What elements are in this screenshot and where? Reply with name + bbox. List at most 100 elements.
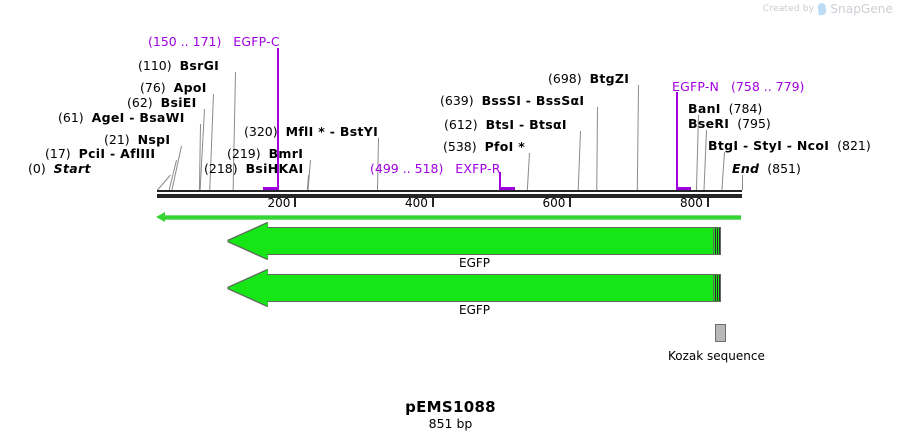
- site-enzyme-name: BtgI - StyI - NcoI: [708, 138, 830, 153]
- site-enzyme-name: BsiEI: [160, 95, 197, 110]
- feature-arrow-body: [267, 274, 714, 302]
- ruler-tick: [706, 198, 709, 207]
- site-position: (76): [140, 80, 166, 95]
- primer-name: EGFP-C: [233, 34, 280, 49]
- primer-marker-line: [676, 92, 678, 190]
- primer-marker-line: [277, 48, 279, 190]
- primer-name: EGFP-N: [672, 79, 720, 94]
- egfp-thin-arrow[interactable]: [165, 215, 741, 220]
- primer-range: (499 .. 518): [370, 161, 444, 176]
- site-position: (218): [204, 161, 238, 176]
- kozak-sequence-label: Kozak sequence: [668, 349, 765, 363]
- ruler-tick: [569, 198, 572, 207]
- feature-arrow-head: [228, 270, 268, 306]
- site-position: (538): [443, 139, 477, 154]
- restriction-site-label[interactable]: BseRI (795): [688, 117, 771, 131]
- site-leader-line: [596, 106, 598, 191]
- egfp-feature-arrow[interactable]: [228, 223, 721, 259]
- site-position: (110): [138, 58, 172, 73]
- primer-marker-foot: [499, 187, 515, 190]
- site-enzyme-name: ApoI: [173, 80, 207, 95]
- primer-range: (758 .. 779): [731, 79, 805, 94]
- feature-arrow-tail-hatch: [713, 227, 721, 255]
- site-leader-line: [721, 151, 725, 191]
- site-position: (320): [244, 124, 278, 139]
- site-enzyme-name: BsiHKAI: [245, 161, 304, 176]
- restriction-site-label[interactable]: (0) Start: [28, 162, 91, 176]
- feature-arrow-tail-hatch: [713, 274, 721, 302]
- restriction-site-label[interactable]: (538) PfoI *: [443, 140, 525, 154]
- restriction-site-label[interactable]: (320) MflI * - BstYI: [244, 125, 378, 139]
- site-enzyme-name: Start: [53, 161, 91, 176]
- site-position: (62): [127, 95, 153, 110]
- restriction-site-label[interactable]: (218) BsiHKAI: [204, 162, 303, 176]
- site-enzyme-name: BssSI - BssSαI: [481, 93, 585, 108]
- plasmid-size: 851 bp: [428, 416, 473, 431]
- site-leader-line: [577, 130, 581, 191]
- site-enzyme-name: BtsI - BtsαI: [485, 117, 567, 132]
- egfp-feature-arrow[interactable]: [228, 270, 721, 306]
- egfp-thin-arrow-head: [156, 212, 165, 222]
- plasmid-name: pEMS1088: [405, 398, 496, 416]
- ruler-upper-line: [157, 190, 742, 192]
- site-enzyme-name: NspI: [137, 132, 171, 147]
- site-position: (784): [728, 101, 763, 116]
- site-position: (21): [104, 132, 130, 147]
- site-enzyme-name: MflI * - BstYI: [285, 124, 379, 139]
- site-position: (821): [837, 138, 871, 153]
- site-enzyme-name: AgeI - BsaWI: [91, 110, 185, 125]
- restriction-site-label[interactable]: (110) BsrGI: [138, 59, 219, 73]
- site-enzyme-name: PfoI *: [484, 139, 526, 154]
- restriction-site-label[interactable]: BtgI - StyI - NcoI (821): [708, 139, 871, 153]
- ruler-tick: [431, 198, 434, 207]
- site-leader-line: [742, 175, 743, 190]
- restriction-site-label[interactable]: (61) AgeI - BsaWI: [58, 111, 185, 125]
- watermark-prefix: Created by: [762, 4, 815, 14]
- primer-marker-line: [499, 172, 501, 190]
- restriction-site-label[interactable]: (612) BtsI - BtsαI: [444, 118, 567, 132]
- primer-marker-foot: [263, 187, 277, 190]
- site-position: (639): [440, 93, 474, 108]
- restriction-site-label[interactable]: BanI (784): [688, 102, 762, 116]
- restriction-site-label[interactable]: End (851): [732, 162, 801, 176]
- ruler-tick-label: 200: [267, 196, 291, 210]
- ruler-axis-bar: [157, 194, 742, 198]
- primer-range: (150 .. 171): [148, 34, 222, 49]
- kozak-sequence-marker[interactable]: [715, 324, 726, 342]
- restriction-site-label[interactable]: (219) BmrI: [227, 147, 303, 161]
- site-position: (698): [548, 71, 582, 86]
- site-leader-line: [307, 159, 311, 191]
- site-enzyme-name: BmrI: [268, 146, 304, 161]
- snapgene-watermark: Created by SnapGene: [763, 2, 893, 16]
- site-leader-line: [703, 129, 707, 191]
- restriction-site-label[interactable]: (62) BsiEI: [127, 96, 197, 110]
- site-position: (795): [737, 116, 771, 131]
- restriction-site-label[interactable]: (17) PciI - AflIII: [45, 147, 155, 161]
- snapgene-leaf-icon: [817, 2, 828, 16]
- primer-label[interactable]: (499 .. 518) EXFP-R: [370, 162, 501, 176]
- ruler-tick-label: 600: [542, 196, 566, 210]
- ruler-tick: [294, 198, 297, 207]
- primer-label[interactable]: (150 .. 171) EGFP-C: [148, 35, 280, 49]
- restriction-site-label[interactable]: (698) BtgZI: [548, 72, 629, 86]
- site-position: (0): [28, 161, 46, 176]
- ruler-tick-label: 400: [404, 196, 428, 210]
- primer-label[interactable]: EGFP-N (758 .. 779): [672, 80, 804, 94]
- primer-marker-foot: [676, 187, 691, 190]
- primer-name: EXFP-R: [455, 161, 501, 176]
- site-enzyme-name: BtgZI: [589, 71, 630, 86]
- site-enzyme-name: End: [732, 161, 760, 176]
- site-enzyme-name: PciI - AflIII: [78, 146, 156, 161]
- feature-arrow-body: [267, 227, 714, 255]
- site-enzyme-name: BanI: [688, 101, 721, 116]
- restriction-site-label[interactable]: (639) BssSI - BssSαI: [440, 94, 584, 108]
- site-position: (61): [58, 110, 84, 125]
- feature-arrow-head: [228, 223, 268, 259]
- restriction-site-label[interactable]: (21) NspI: [104, 133, 170, 147]
- site-leader-line: [526, 152, 530, 191]
- restriction-site-label[interactable]: (76) ApoI: [140, 81, 207, 95]
- site-position: (612): [444, 117, 478, 132]
- site-position: (851): [767, 161, 801, 176]
- feature-caption: EGFP: [458, 303, 491, 317]
